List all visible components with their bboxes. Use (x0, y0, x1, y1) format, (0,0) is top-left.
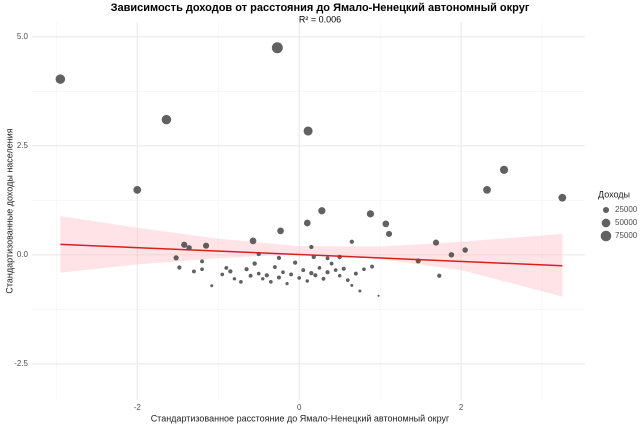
point (358, 289, 362, 293)
point (133, 185, 142, 194)
point (177, 265, 182, 270)
point (313, 273, 318, 278)
point (432, 239, 440, 246)
point (318, 207, 326, 215)
legend-title: Доходы (598, 189, 630, 199)
point (232, 277, 237, 281)
point (483, 185, 491, 194)
point (353, 271, 358, 276)
point (558, 193, 567, 202)
y-tick-label: 2.5 (17, 141, 29, 150)
point (333, 268, 338, 272)
point (276, 255, 282, 260)
point (224, 265, 229, 270)
point (297, 276, 302, 280)
point (382, 220, 390, 228)
point (437, 273, 442, 278)
point (191, 269, 196, 274)
y-tick-label: 0.0 (17, 250, 29, 259)
point (325, 270, 330, 275)
x-axis-label: Стандартизованное расстояние до Ямало-Не… (151, 413, 450, 423)
point (256, 271, 261, 276)
point (271, 42, 283, 54)
point (337, 274, 342, 278)
y-tick-label: 5.0 (17, 32, 29, 41)
point (350, 283, 354, 287)
point (321, 276, 326, 281)
point (173, 255, 179, 261)
point (220, 272, 225, 277)
point (181, 241, 188, 248)
point (285, 281, 289, 286)
x-tick-label: 0 (297, 403, 302, 412)
point (462, 247, 468, 253)
point (252, 261, 257, 266)
y-axis-label: Стандартизованные доходы населения (4, 128, 14, 293)
legend-label: 50000 (615, 218, 638, 227)
legend-point (600, 230, 612, 242)
point (311, 254, 316, 260)
point (289, 272, 294, 277)
chart-subtitle: R² = 0.006 (299, 14, 341, 24)
chart-title: Зависимость доходов от расстояния до Яма… (111, 2, 530, 14)
point (264, 273, 269, 278)
point (341, 266, 346, 271)
point (349, 239, 354, 244)
point (281, 270, 285, 275)
legend-point (602, 206, 610, 214)
point (293, 260, 298, 265)
point (248, 273, 253, 278)
point (276, 275, 281, 280)
point (239, 280, 243, 284)
point (448, 252, 455, 258)
point (309, 244, 314, 250)
point (499, 165, 509, 174)
point (200, 267, 204, 272)
point (277, 227, 284, 235)
point (303, 219, 311, 227)
x-tick-label: 2 (459, 403, 464, 412)
point (305, 279, 310, 283)
point (261, 277, 265, 281)
point (203, 242, 210, 249)
regression-line (60, 243, 563, 267)
point (249, 237, 257, 245)
point (345, 278, 350, 282)
point (210, 284, 214, 288)
point (269, 280, 273, 284)
point (200, 259, 204, 264)
point (317, 266, 322, 270)
point (272, 265, 277, 269)
point (386, 230, 393, 237)
legend-point (601, 218, 611, 228)
legend-label: 25000 (615, 205, 638, 214)
legend-label: 75000 (615, 231, 638, 240)
point (362, 267, 366, 272)
point (329, 261, 334, 266)
point (161, 114, 172, 125)
x-tick-label: -2 (134, 403, 142, 412)
point (303, 126, 313, 136)
confidence-band (60, 216, 563, 297)
y-tick-label: -2.5 (14, 359, 28, 368)
point (244, 267, 249, 272)
point (228, 269, 233, 274)
point (325, 256, 330, 261)
point (309, 271, 314, 276)
point (301, 268, 306, 273)
point (366, 210, 375, 218)
point (55, 74, 66, 84)
point (377, 294, 380, 297)
point (370, 264, 374, 269)
